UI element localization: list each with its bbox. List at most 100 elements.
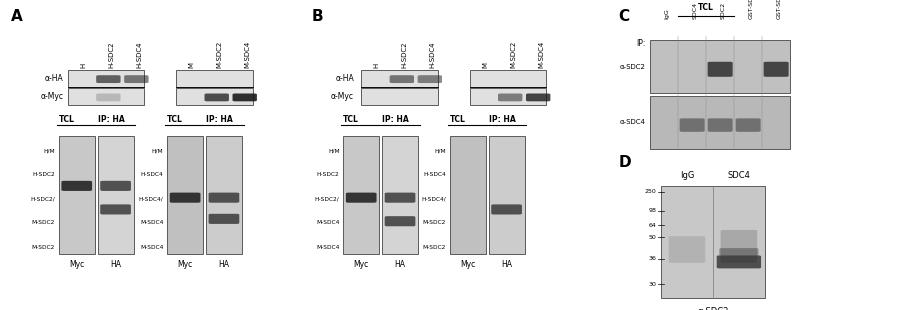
Bar bbox=[68, 70, 144, 87]
FancyBboxPatch shape bbox=[61, 181, 92, 191]
Bar bbox=[343, 136, 379, 254]
Text: α-SDC2: α-SDC2 bbox=[696, 307, 728, 310]
Bar bbox=[176, 70, 253, 87]
Text: H-SDC2: H-SDC2 bbox=[401, 42, 408, 68]
Text: TCL: TCL bbox=[167, 115, 183, 124]
Text: Myc: Myc bbox=[460, 260, 474, 269]
Text: H/M: H/M bbox=[43, 148, 55, 153]
Text: TCL: TCL bbox=[59, 115, 75, 124]
Text: H-SDC4/: H-SDC4/ bbox=[421, 196, 446, 201]
Text: M-SDC4: M-SDC4 bbox=[538, 41, 544, 68]
Text: SDC2: SDC2 bbox=[720, 2, 724, 19]
Text: 64: 64 bbox=[648, 223, 656, 228]
Text: HA: HA bbox=[110, 260, 121, 269]
Text: α-Myc: α-Myc bbox=[41, 92, 63, 101]
Text: Myc: Myc bbox=[354, 260, 368, 269]
Text: 98: 98 bbox=[648, 208, 656, 213]
Text: H/M: H/M bbox=[434, 148, 446, 153]
FancyBboxPatch shape bbox=[96, 94, 121, 101]
Text: HA: HA bbox=[218, 260, 229, 269]
Bar bbox=[488, 136, 524, 254]
Bar bbox=[382, 136, 418, 254]
Text: TCL: TCL bbox=[449, 115, 465, 124]
FancyBboxPatch shape bbox=[384, 193, 415, 203]
Text: 50: 50 bbox=[648, 235, 656, 240]
FancyBboxPatch shape bbox=[719, 248, 758, 255]
FancyBboxPatch shape bbox=[498, 94, 522, 101]
FancyBboxPatch shape bbox=[208, 193, 239, 203]
Text: H-SDC4: H-SDC4 bbox=[141, 172, 163, 177]
Text: H-SDC4/: H-SDC4/ bbox=[139, 196, 163, 201]
Text: M-SDC2: M-SDC2 bbox=[32, 220, 55, 225]
Text: IgG: IgG bbox=[663, 8, 668, 19]
FancyBboxPatch shape bbox=[233, 94, 257, 101]
Bar bbox=[59, 136, 95, 254]
FancyBboxPatch shape bbox=[384, 216, 415, 226]
Text: SDC4: SDC4 bbox=[691, 2, 696, 19]
FancyBboxPatch shape bbox=[763, 62, 787, 77]
Text: M-SDC2: M-SDC2 bbox=[422, 220, 446, 225]
FancyBboxPatch shape bbox=[170, 193, 200, 203]
Bar bbox=[167, 136, 203, 254]
Text: IP:: IP: bbox=[636, 39, 645, 48]
Text: 30: 30 bbox=[648, 282, 656, 287]
FancyBboxPatch shape bbox=[418, 75, 442, 83]
FancyBboxPatch shape bbox=[100, 181, 131, 191]
Text: TCL: TCL bbox=[697, 3, 713, 12]
Text: M-SDC4: M-SDC4 bbox=[316, 245, 339, 250]
Text: H: H bbox=[80, 63, 87, 68]
FancyBboxPatch shape bbox=[707, 118, 732, 132]
Text: M-SDC4: M-SDC4 bbox=[244, 41, 251, 68]
Text: C: C bbox=[618, 9, 629, 24]
Bar bbox=[206, 136, 242, 254]
Text: M-SDC4: M-SDC4 bbox=[140, 245, 163, 250]
Bar bbox=[68, 88, 144, 105]
Text: α-SDC4: α-SDC4 bbox=[619, 119, 645, 126]
FancyBboxPatch shape bbox=[345, 193, 376, 203]
FancyBboxPatch shape bbox=[720, 230, 756, 263]
Text: IP: HA: IP: HA bbox=[382, 115, 409, 124]
Bar bbox=[361, 88, 437, 105]
Text: GST-SDC4: GST-SDC4 bbox=[747, 0, 752, 19]
FancyBboxPatch shape bbox=[707, 62, 732, 77]
Text: IP: HA: IP: HA bbox=[206, 115, 233, 124]
Text: M: M bbox=[482, 62, 488, 68]
Text: M-SDC4: M-SDC4 bbox=[140, 220, 163, 225]
Text: H-SDC4: H-SDC4 bbox=[136, 42, 143, 68]
FancyBboxPatch shape bbox=[124, 75, 148, 83]
FancyBboxPatch shape bbox=[204, 94, 229, 101]
Text: M-SDC2: M-SDC2 bbox=[216, 41, 223, 68]
Bar bbox=[361, 70, 437, 87]
Text: H-SDC2: H-SDC2 bbox=[32, 172, 55, 177]
Text: α-HA: α-HA bbox=[44, 74, 63, 83]
Text: M-SDC2: M-SDC2 bbox=[422, 245, 446, 250]
Text: M: M bbox=[189, 62, 195, 68]
Bar bbox=[449, 136, 485, 254]
FancyBboxPatch shape bbox=[491, 204, 521, 215]
Text: M-SDC2: M-SDC2 bbox=[32, 245, 55, 250]
FancyBboxPatch shape bbox=[208, 214, 239, 224]
Text: H/M: H/M bbox=[327, 148, 339, 153]
Text: IP: HA: IP: HA bbox=[488, 115, 515, 124]
Text: H-SDC4: H-SDC4 bbox=[429, 42, 436, 68]
Text: GST-SDC2: GST-SDC2 bbox=[775, 0, 780, 19]
Bar bbox=[469, 88, 546, 105]
Bar bbox=[176, 88, 253, 105]
FancyBboxPatch shape bbox=[390, 75, 414, 83]
Text: D: D bbox=[618, 155, 630, 170]
Text: IP: HA: IP: HA bbox=[97, 115, 124, 124]
Bar bbox=[469, 70, 546, 87]
FancyBboxPatch shape bbox=[667, 236, 704, 263]
FancyBboxPatch shape bbox=[526, 94, 550, 101]
Text: IgG: IgG bbox=[679, 171, 694, 180]
Text: B: B bbox=[311, 9, 323, 24]
Text: α-Myc: α-Myc bbox=[331, 92, 354, 101]
FancyBboxPatch shape bbox=[716, 255, 760, 268]
Text: H-SDC4: H-SDC4 bbox=[423, 172, 446, 177]
Text: TCL: TCL bbox=[343, 115, 359, 124]
Bar bbox=[660, 186, 764, 298]
FancyBboxPatch shape bbox=[679, 118, 704, 132]
FancyBboxPatch shape bbox=[100, 204, 131, 215]
Text: 250: 250 bbox=[644, 189, 656, 194]
Text: HA: HA bbox=[501, 260, 511, 269]
